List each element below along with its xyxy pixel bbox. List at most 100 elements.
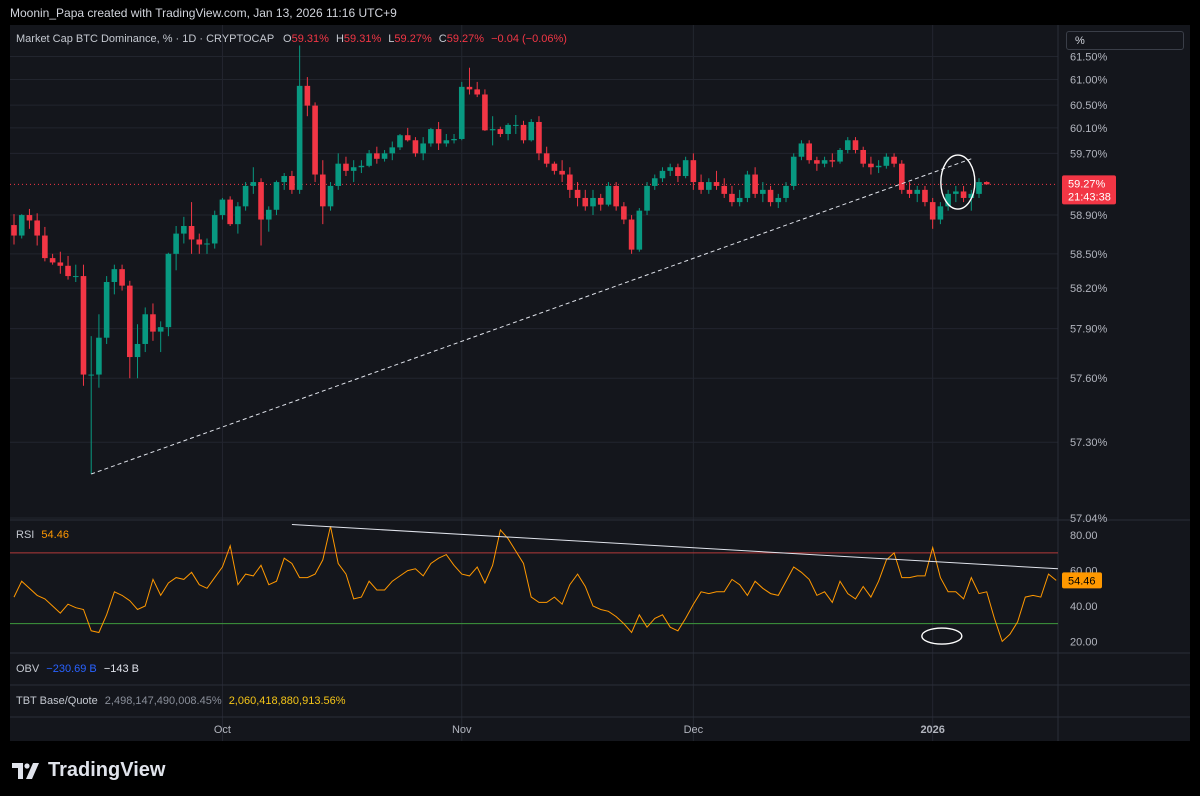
candle-body <box>165 253 172 328</box>
candle-body <box>188 225 195 240</box>
candle-body <box>242 185 249 207</box>
candle-body <box>806 143 812 161</box>
percent-scale-button[interactable]: % <box>1066 31 1184 50</box>
tradingview-logo[interactable]: TradingView <box>12 759 165 782</box>
candle-series <box>11 45 990 475</box>
candle-body <box>211 215 218 244</box>
candle-body <box>883 156 890 166</box>
candle-body <box>327 185 334 207</box>
price-axis: 61.50% 61.00% 60.50% 60.10% 59.70% 58.90% 58.5… <box>1070 52 1108 525</box>
price-tick-label: 57.90% <box>1070 324 1108 336</box>
candle-body <box>559 170 565 175</box>
price-tick-label: 57.04% <box>1070 513 1108 525</box>
rsi-tick-label: 80.00 <box>1070 530 1098 542</box>
low-label: L <box>388 33 395 45</box>
candle-body <box>103 282 110 338</box>
candle-body <box>690 160 697 183</box>
candle-body <box>142 314 149 344</box>
candle-body <box>906 189 913 194</box>
candle-body <box>273 182 280 210</box>
rsi-annotation-circle <box>921 627 963 645</box>
candle-body <box>829 160 836 162</box>
time-tick-label: 2026 <box>920 724 944 736</box>
rsi-tick-label: 20.00 <box>1070 636 1098 648</box>
price-tags: 59.27%21:43:38 54.46 <box>1062 175 1116 589</box>
time-tick-label: Dec <box>684 724 704 736</box>
time-axis: Oct Nov Dec 2026 <box>214 724 945 736</box>
last-price-tag <box>1062 175 1116 205</box>
candle-body <box>397 135 403 148</box>
high-value: 59.31% <box>343 33 382 45</box>
candle-body <box>57 262 64 266</box>
open-value: 59.31% <box>291 33 329 45</box>
candle-body <box>250 182 257 186</box>
symbol-title[interactable]: Market Cap BTC Dominance, % · 1D · CRYPT… <box>16 33 274 45</box>
candle-body <box>119 269 125 286</box>
tbt-value-2: 2,060,418,880,913.56% <box>228 695 346 707</box>
candle-body <box>219 199 226 216</box>
candle-body <box>868 163 874 168</box>
price-tick-label: 58.20% <box>1070 283 1108 295</box>
candle-body <box>72 276 79 278</box>
chart-header: Market Cap BTC Dominance, % · 1D · CRYPT… <box>16 33 567 45</box>
candle-body <box>744 174 751 198</box>
candle-body <box>899 163 905 190</box>
candle-body <box>914 189 921 194</box>
rsi-line <box>13 526 1057 643</box>
candle-body <box>945 193 951 207</box>
candle-body <box>636 210 643 250</box>
rsi-label[interactable]: RSI <box>16 529 35 541</box>
close-value: 59.27% <box>446 33 485 45</box>
rsi-value-label: 54.46 <box>1068 575 1096 587</box>
candle-body <box>960 191 967 198</box>
candle-body <box>458 86 465 139</box>
price-tick-label: 57.30% <box>1070 437 1108 449</box>
low-value: 59.27% <box>394 33 432 45</box>
candle-body <box>157 327 164 332</box>
candle-body <box>844 140 851 150</box>
candle-body <box>953 191 959 194</box>
candle-body <box>65 265 71 277</box>
price-tick-label: 58.50% <box>1070 249 1108 261</box>
candle-body <box>767 189 774 203</box>
candle-body <box>790 156 797 186</box>
candle-body <box>520 124 527 141</box>
obv-label[interactable]: OBV <box>16 663 40 675</box>
candle-body <box>567 174 573 190</box>
candle-body <box>821 160 828 164</box>
candle-body <box>513 124 519 126</box>
candle-body <box>150 314 156 332</box>
candle-body <box>721 185 728 194</box>
candle-body <box>706 182 712 190</box>
candle-body <box>922 189 928 203</box>
candle-body <box>582 197 589 207</box>
rsi-value-tag <box>1062 572 1102 589</box>
candle-body <box>659 170 666 179</box>
candle-body <box>451 138 457 141</box>
candle-body <box>628 219 635 250</box>
candle-body <box>489 129 496 131</box>
candle-body <box>474 89 480 95</box>
candle-body <box>196 239 203 245</box>
candle-body <box>482 94 488 131</box>
candle-body <box>134 343 141 358</box>
candle-body <box>536 121 542 154</box>
candle-body <box>597 197 604 205</box>
candle-body <box>404 135 411 141</box>
candle-body <box>875 165 882 168</box>
candle-body <box>374 153 380 159</box>
candle-body <box>798 143 805 157</box>
candle-body <box>497 129 504 134</box>
tbt-label[interactable]: TBT Base/Quote <box>16 695 98 707</box>
price-tick-label: 57.60% <box>1070 373 1108 385</box>
candle-body <box>698 182 704 190</box>
candle-body <box>682 160 689 177</box>
candle-body <box>551 163 558 171</box>
rsi-legend: RSI 54.46 <box>16 529 69 541</box>
high-label: H <box>335 33 344 45</box>
candle-body <box>181 225 187 234</box>
candle-body <box>543 153 550 164</box>
candle-body <box>466 86 473 90</box>
candle-body <box>235 206 241 225</box>
